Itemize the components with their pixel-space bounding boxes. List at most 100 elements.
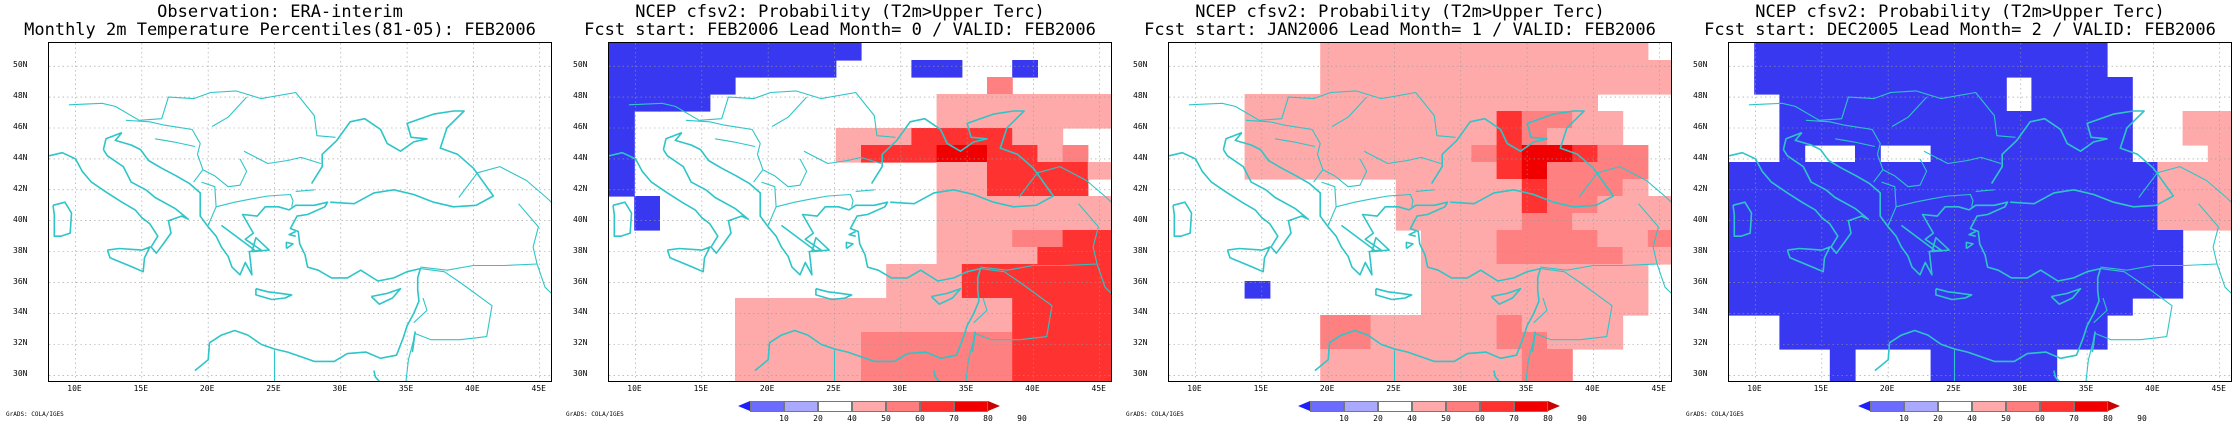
probability-cell (1037, 128, 1064, 146)
probability-cell (1572, 128, 1598, 146)
probability-cell (961, 94, 988, 112)
probability-cell (1395, 77, 1422, 95)
probability-cell (2081, 281, 2108, 299)
probability-cell (1421, 264, 1447, 282)
latitude-tick-label: 44N (1133, 152, 1148, 162)
probability-cell (659, 43, 686, 61)
probability-cell (961, 366, 988, 381)
probability-cell (2056, 230, 2083, 248)
coastline (1405, 241, 1414, 250)
probability-cell (1779, 43, 1806, 61)
probability-cell (1729, 264, 1755, 282)
probability-cell (911, 145, 938, 163)
country-border (771, 96, 808, 127)
probability-cell (936, 60, 963, 78)
latitude-tick-label: 38N (1693, 245, 1708, 255)
probability-cell (911, 366, 938, 381)
probability-cell (1547, 281, 1573, 299)
coastline (674, 132, 982, 372)
probability-cell (1981, 179, 2007, 197)
probability-cell (1446, 264, 1472, 282)
coastline (845, 241, 854, 250)
probability-cell (911, 281, 938, 299)
probability-cell (1779, 332, 1806, 350)
latitude-tick-label: 42N (13, 183, 28, 193)
probability-cell (1981, 162, 2007, 180)
probability-cell (1905, 196, 1932, 214)
coastline (1968, 230, 1977, 237)
country-border (1335, 193, 1414, 208)
coastline (2050, 287, 2082, 306)
probability-cell (1244, 281, 1271, 299)
probability-cell (1521, 366, 1548, 381)
probability-cell (634, 60, 660, 78)
probability-cell (1345, 77, 1372, 95)
probability-cell (2006, 43, 2032, 61)
probability-cell (1829, 332, 1856, 350)
longitude-tick-label: 40E (465, 384, 480, 393)
probability-cell (1547, 77, 1573, 95)
probability-cell (1754, 162, 1780, 180)
probability-cell (987, 213, 1013, 231)
latitude-tick-label: 32N (1133, 338, 1148, 348)
probability-cell (1597, 128, 1624, 146)
probability-cell (1521, 145, 1548, 163)
probability-cell (1754, 247, 1780, 265)
country-border (68, 90, 237, 121)
country-border (1321, 181, 1337, 226)
probability-cell (1905, 128, 1932, 146)
probability-cell (1012, 349, 1038, 367)
probability-cell (1880, 60, 1906, 78)
probability-cell (861, 298, 887, 316)
probability-cell (1395, 332, 1422, 350)
country-border (685, 119, 764, 183)
probability-cell (2207, 162, 2231, 180)
probability-cell (810, 349, 837, 367)
latitude-tick-label: 50N (1693, 60, 1708, 70)
probability-cell (1981, 281, 2007, 299)
probability-cell (1395, 213, 1422, 231)
map-panel-3: NCEP cfsv2: Probability (T2m>Upper Terc)… (1120, 0, 1680, 423)
colorbar-label: 90 (1577, 414, 1587, 423)
coastline (1935, 287, 1973, 301)
probability-cell (1012, 298, 1038, 316)
probability-cell (1370, 128, 1397, 146)
probability-cell (1930, 230, 1957, 248)
probability-cell (1012, 230, 1038, 248)
probability-cell (2056, 196, 2083, 214)
probability-cell (1496, 43, 1523, 61)
country-border (1835, 138, 1876, 148)
probability-cell (2006, 145, 2032, 163)
probability-cell (1496, 213, 1523, 231)
probability-cell (1930, 196, 1957, 214)
probability-cell (1572, 94, 1598, 112)
coastline (1782, 131, 1803, 150)
probability-cell (1930, 213, 1957, 231)
coastline (310, 110, 495, 208)
probability-cell (810, 332, 837, 350)
probability-cell (1855, 298, 1881, 316)
probability-cell (709, 77, 736, 95)
probability-cell (1496, 366, 1523, 381)
probability-cell (709, 60, 736, 78)
probability-cell (1597, 213, 1624, 231)
probability-cell (1370, 60, 1397, 78)
probability-cell (1880, 213, 1906, 231)
probability-cell (911, 60, 938, 78)
probability-cell (1597, 315, 1624, 333)
probability-cell (987, 230, 1013, 248)
probability-cell (1829, 366, 1856, 381)
longitude-tick-label: 10E (1747, 384, 1762, 393)
country-border (1078, 203, 1099, 265)
coastline (1340, 224, 1376, 251)
longitude-tick-label: 20E (199, 384, 215, 393)
country-border (2100, 263, 2218, 271)
probability-cell (1547, 332, 1573, 350)
probability-cell (1320, 366, 1346, 381)
colorbar-label: 80 (1543, 414, 1553, 423)
probability-cell (1572, 213, 1598, 231)
probability-cell (1779, 60, 1806, 78)
probability-cell (1062, 366, 1089, 381)
probability-cell (1012, 196, 1038, 214)
probability-cell (1062, 179, 1089, 197)
